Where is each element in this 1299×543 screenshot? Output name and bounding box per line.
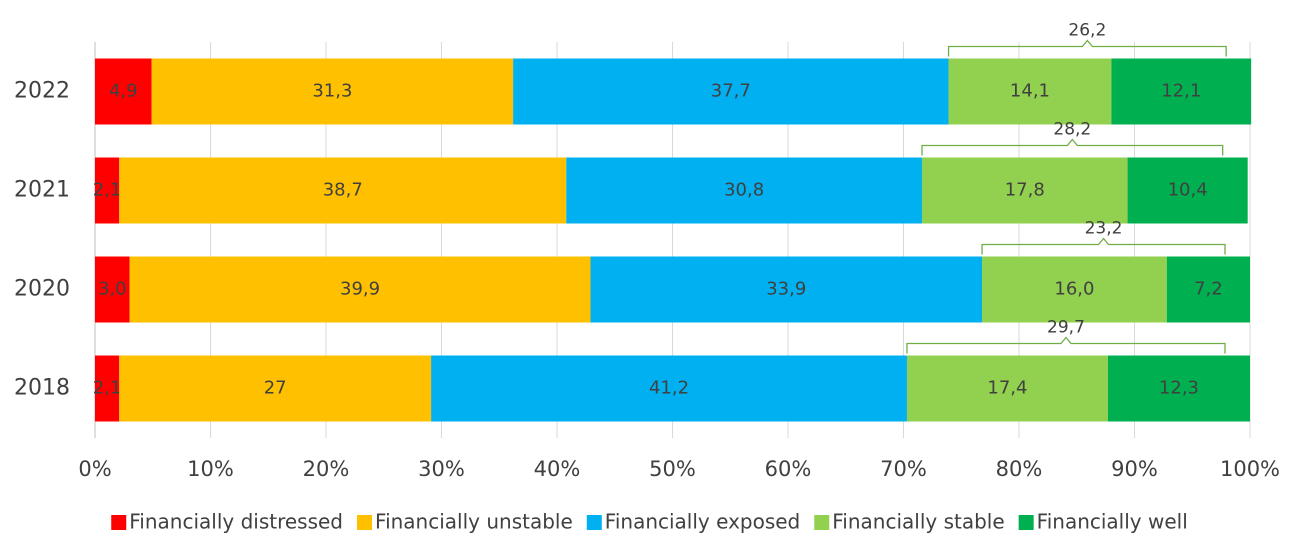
annotation: 23,2 <box>1085 219 1123 239</box>
legend-label: Financially distressed <box>129 510 343 534</box>
data-label: 12,3 <box>1159 378 1199 399</box>
x-tick-label: 10% <box>187 457 234 481</box>
bar-segment <box>1111 58 1252 125</box>
data-label: 12,1 <box>1161 81 1201 102</box>
bracket <box>981 237 1226 255</box>
legend-swatch <box>357 515 373 530</box>
bracket <box>947 39 1227 57</box>
data-label: 37,7 <box>711 81 751 102</box>
data-label: 33,9 <box>766 279 806 300</box>
y-tick-label: 2020 <box>14 277 70 302</box>
data-label: 27 <box>264 378 287 399</box>
legend-label: Financially exposed <box>605 510 800 534</box>
bar-segment <box>129 256 591 323</box>
y-tick-label: 2018 <box>14 376 70 401</box>
y-tick-label: 2021 <box>14 178 70 203</box>
legend-swatch <box>814 515 830 530</box>
legend-label: Financially well <box>1037 510 1188 534</box>
bar-segment <box>982 256 1167 323</box>
bar-segment <box>151 58 514 125</box>
data-label: 2,1 <box>93 180 122 201</box>
data-label: 10,4 <box>1168 180 1208 201</box>
legend-swatch <box>111 515 127 530</box>
x-tick-label: 30% <box>418 457 465 481</box>
x-tick-label: 40% <box>534 457 581 481</box>
data-label: 17,8 <box>1005 180 1045 201</box>
data-label: 39,9 <box>340 279 380 300</box>
bar-segment <box>566 157 922 224</box>
data-label: 7,2 <box>1194 279 1223 300</box>
data-label: 16,0 <box>1054 279 1094 300</box>
data-label: 3,0 <box>98 279 127 300</box>
data-label: 2,1 <box>93 378 122 399</box>
legend-swatch <box>586 515 602 530</box>
bar-segment <box>95 256 130 323</box>
annotation: 29,7 <box>1047 318 1085 338</box>
data-label: 31,3 <box>312 81 352 102</box>
x-tick-label: 0% <box>78 457 111 481</box>
bar-segment <box>1127 157 1248 224</box>
bar-segment <box>1166 256 1250 323</box>
bar-segment <box>921 157 1128 224</box>
x-tick-label: 100% <box>1220 457 1280 481</box>
annotation: 28,2 <box>1053 120 1091 140</box>
bracket <box>906 336 1226 354</box>
bar-segment <box>119 157 567 224</box>
x-tick-label: 80% <box>996 457 1043 481</box>
bar-segment <box>119 355 432 422</box>
x-tick-label: 20% <box>303 457 350 481</box>
x-tick-label: 90% <box>1111 457 1158 481</box>
y-tick-label: 2022 <box>14 79 70 104</box>
x-tick-label: 60% <box>765 457 812 481</box>
legend-swatch <box>1018 515 1034 530</box>
data-label: 30,8 <box>724 180 764 201</box>
data-label: 38,7 <box>323 180 363 201</box>
bracket <box>921 138 1224 156</box>
data-label: 4,9 <box>109 81 138 102</box>
bar-segment <box>1107 355 1250 422</box>
legend-label: Financially stable <box>832 510 1004 534</box>
data-label: 14,1 <box>1010 81 1050 102</box>
bar-segment <box>948 58 1112 125</box>
data-label: 17,4 <box>987 378 1027 399</box>
bar-segment <box>590 256 983 323</box>
annotation: 26,2 <box>1068 21 1106 41</box>
legend-label: Financially unstable <box>375 510 573 534</box>
bar-segment <box>906 355 1108 422</box>
bar-segment <box>95 58 152 125</box>
x-tick-label: 70% <box>880 457 927 481</box>
bar-segment <box>95 355 120 422</box>
data-label: 41,2 <box>649 378 689 399</box>
bar-segment <box>431 355 907 422</box>
bar-segment <box>95 157 120 224</box>
bar-segment <box>513 58 949 125</box>
x-tick-label: 50% <box>649 457 696 481</box>
